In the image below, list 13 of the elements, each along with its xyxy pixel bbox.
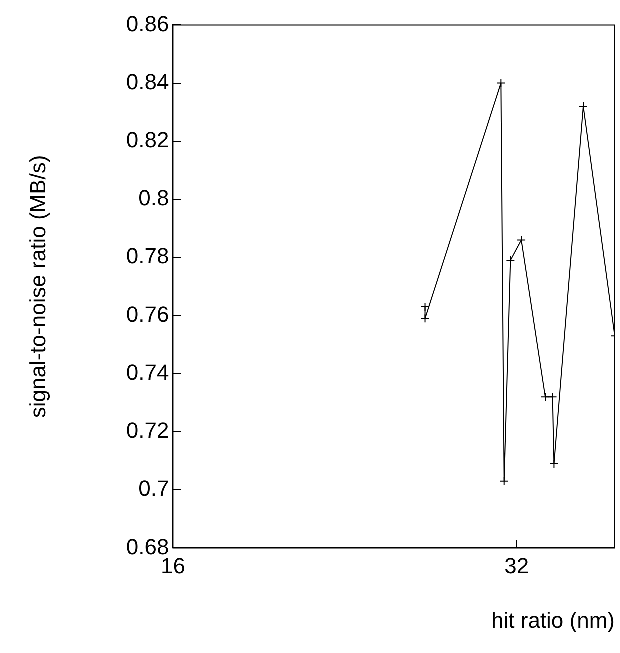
y-tick-label: 0.78 — [126, 244, 170, 269]
y-tick-label: 0.86 — [126, 11, 170, 36]
x-axis-title: hit ratio (nm) — [492, 608, 615, 633]
y-tick-label: 0.8 — [138, 186, 170, 211]
y-tick-label: 0.72 — [126, 418, 170, 444]
y-tick-label: 0.84 — [126, 69, 170, 94]
y-tick-label: 0.68 — [126, 534, 170, 560]
y-tick-label: 0.76 — [126, 302, 170, 327]
y-tick-label: 0.82 — [126, 127, 170, 152]
y-axis-title: signal-to-noise ratio (MB/s) — [25, 155, 50, 418]
x-tick-label: 32 — [504, 553, 530, 578]
y-tick-label: 0.74 — [126, 360, 170, 385]
y-tick-label: 0.7 — [138, 476, 170, 502]
